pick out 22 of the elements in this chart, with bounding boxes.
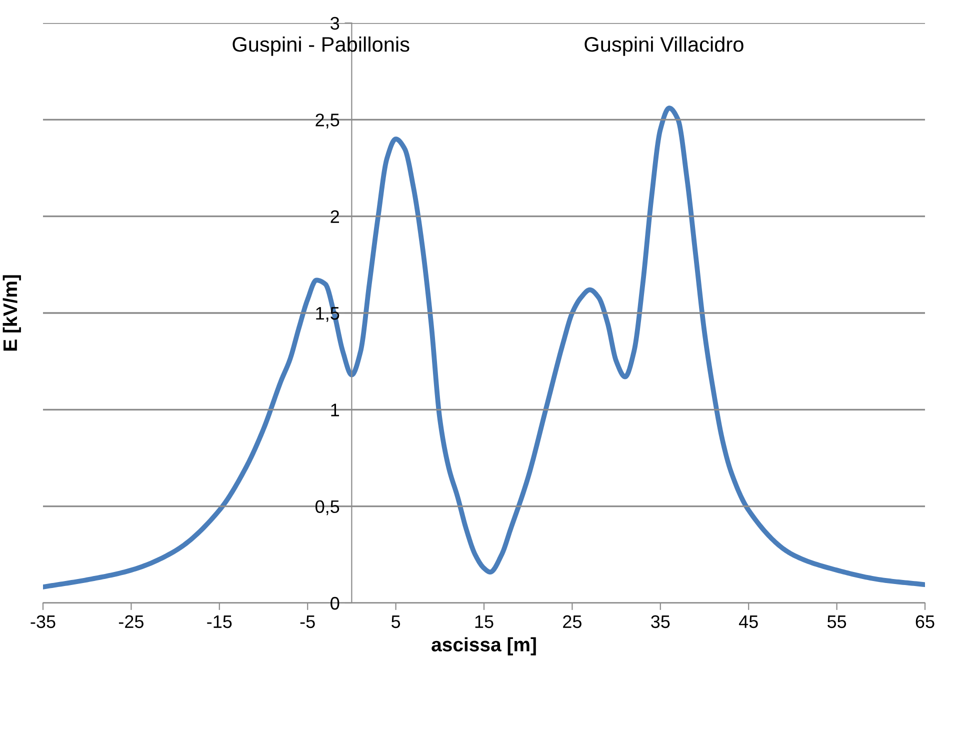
x-tick-label: 45: [738, 615, 758, 628]
annotation: Guspini - Pabillonis: [232, 36, 410, 56]
x-tick-label: -25: [118, 615, 144, 628]
x-tick-label: 55: [827, 615, 846, 628]
annotation: Guspini Villacidro: [584, 36, 744, 56]
y-tick-label: 1: [331, 404, 340, 416]
y-tick-label: 2,5: [316, 114, 340, 129]
y-tick-label: 0: [330, 596, 340, 610]
x-tick-label: 25: [563, 615, 582, 628]
x-tick-label: -5: [300, 615, 315, 628]
x-tick-label: 15: [475, 615, 494, 628]
y-axis-title: E [kV/m]: [2, 275, 21, 351]
x-tick-label: 35: [651, 615, 670, 628]
y-tick-label: 3: [330, 16, 340, 30]
x-tick-label: -15: [207, 615, 232, 628]
x-tick-label: 5: [392, 615, 400, 628]
y-tick-label: 2: [330, 210, 339, 223]
x-tick-label: -35: [30, 615, 56, 628]
y-tick-label: 1,5: [316, 307, 340, 322]
x-tick-label: 65: [916, 615, 934, 628]
y-tick-label: 0,5: [316, 500, 340, 516]
x-axis-title: ascissa [m]: [432, 637, 536, 656]
